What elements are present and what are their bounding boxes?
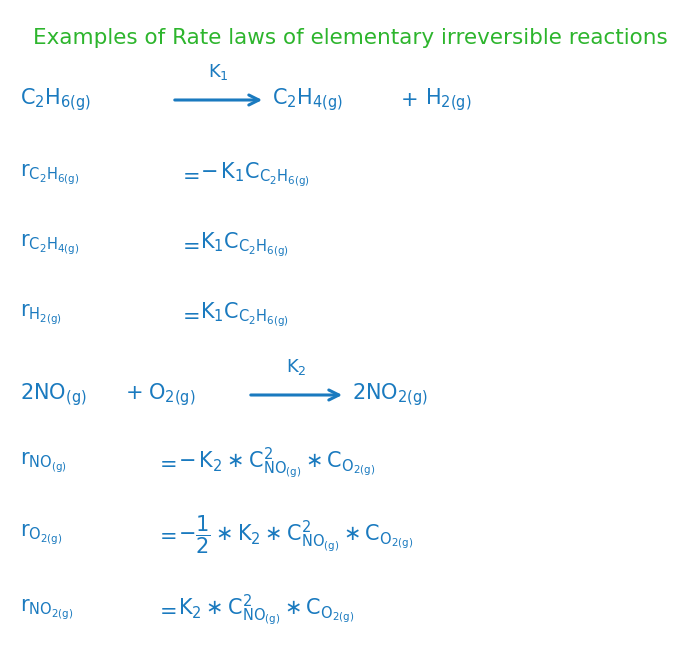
Text: $\mathdefault{r_{NO_{2(g)}}}$: $\mathdefault{r_{NO_{2(g)}}}$ — [20, 598, 74, 622]
Text: $\mathdefault{H_{2(g)}}$: $\mathdefault{H_{2(g)}}$ — [425, 86, 472, 113]
Text: $\mathdefault{2NO_{2(g)}}$: $\mathdefault{2NO_{2(g)}}$ — [352, 382, 428, 408]
Text: $\mathdefault{K_2}$: $\mathdefault{K_2}$ — [286, 357, 307, 377]
Text: $=$: $=$ — [155, 525, 176, 545]
Text: $=$: $=$ — [155, 600, 176, 620]
Text: $+$: $+$ — [400, 90, 417, 110]
Text: Examples of Rate laws of elementary irreversible reactions: Examples of Rate laws of elementary irre… — [33, 28, 667, 48]
Text: $\mathdefault{K_1 C_{C_2H_{6(g)}}}$: $\mathdefault{K_1 C_{C_2H_{6(g)}}}$ — [200, 231, 289, 259]
Text: $\mathdefault{r_{H_{2(g)}}}$: $\mathdefault{r_{H_{2(g)}}}$ — [20, 303, 62, 327]
Text: $\mathdefault{2NO_{(g)}}$: $\mathdefault{2NO_{(g)}}$ — [20, 382, 87, 408]
Text: $\mathdefault{K_1}$: $\mathdefault{K_1}$ — [208, 62, 228, 82]
Text: $=$: $=$ — [178, 165, 200, 185]
Text: $\mathdefault{r_{O_{2(g)}}}$: $\mathdefault{r_{O_{2(g)}}}$ — [20, 523, 62, 547]
Text: $=$: $=$ — [178, 305, 200, 325]
Text: $\mathdefault{r_{C_2H_{6(g)}}}$: $\mathdefault{r_{C_2H_{6(g)}}}$ — [20, 163, 79, 187]
Text: $\mathdefault{K_2 \ast C^2_{NO_{(g)}} \ast C_{O_{2(g)}}}$: $\mathdefault{K_2 \ast C^2_{NO_{(g)}} \a… — [178, 592, 354, 628]
Text: $\mathdefault{r_{C_2H_{4(g)}}}$: $\mathdefault{r_{C_2H_{4(g)}}}$ — [20, 233, 79, 257]
Text: $\mathdefault{-\, K_2 \ast C^2_{NO_{(g)}} \ast C_{O_{2(g)}}}$: $\mathdefault{-\, K_2 \ast C^2_{NO_{(g)}… — [178, 445, 375, 481]
Text: $\mathdefault{r_{NO_{(g)}}}$: $\mathdefault{r_{NO_{(g)}}}$ — [20, 451, 67, 475]
Text: $\mathdefault{C_2H_{6(g)}}$: $\mathdefault{C_2H_{6(g)}}$ — [20, 86, 91, 113]
Text: $\mathdefault{-\dfrac{1}{2} \ast K_2 \ast C^2_{NO_{(g)}} \ast C_{O_{2(g)}}}$: $\mathdefault{-\dfrac{1}{2} \ast K_2 \as… — [178, 514, 414, 556]
Text: $\mathdefault{C_2H_{4(g)}}$: $\mathdefault{C_2H_{4(g)}}$ — [272, 86, 343, 113]
Text: $\mathdefault{K_1 C_{C_2H_{6(g)}}}$: $\mathdefault{K_1 C_{C_2H_{6(g)}}}$ — [200, 301, 289, 329]
Text: $=$: $=$ — [155, 453, 176, 473]
Text: $+\; \mathdefault{O_{2(g)}}$: $+\; \mathdefault{O_{2(g)}}$ — [125, 382, 195, 408]
Text: $=$: $=$ — [178, 235, 200, 255]
Text: $\mathdefault{-\, K_1 C_{C_2H_{6(g)}}}$: $\mathdefault{-\, K_1 C_{C_2H_{6(g)}}}$ — [200, 161, 310, 189]
